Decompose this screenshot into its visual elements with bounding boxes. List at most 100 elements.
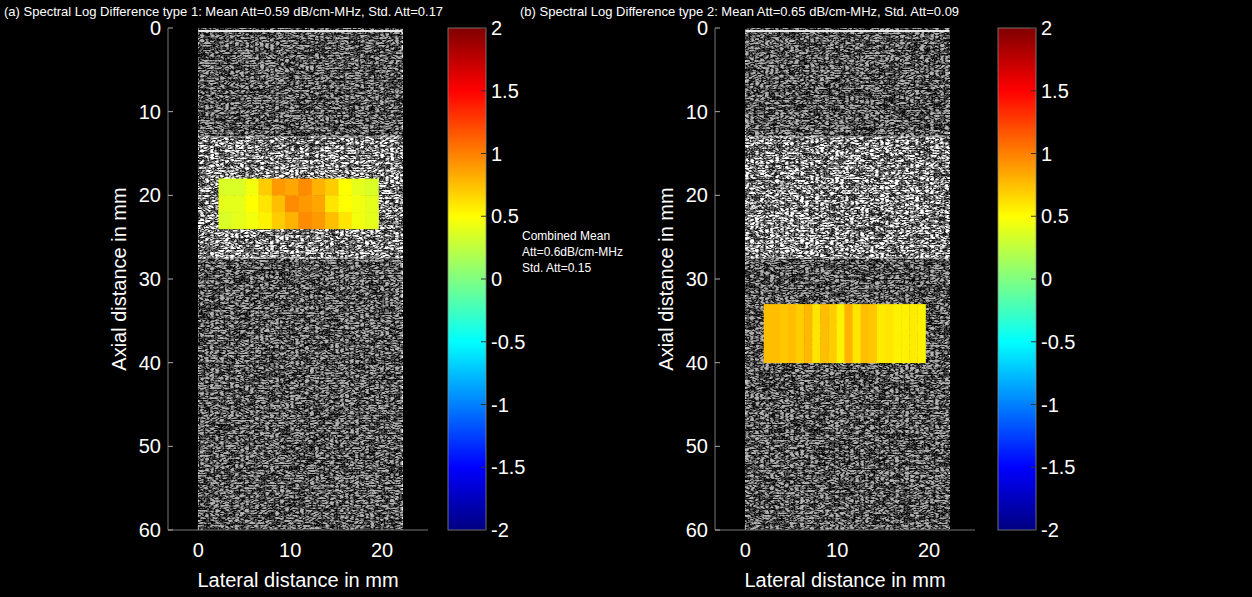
annotation: Std. Att=0.15 — [522, 261, 591, 275]
heatmap-cell — [245, 212, 259, 229]
y-tick — [168, 279, 173, 280]
panel-title: (b) Spectral Log Difference type 2: Mean… — [520, 4, 959, 19]
heatmap-cell — [772, 304, 780, 363]
colorbar-tick — [481, 279, 486, 280]
heatmap-cell — [285, 212, 299, 229]
x-tick-label: 10 — [826, 539, 848, 561]
heatmap-cell — [232, 179, 246, 196]
heatmap-cell — [828, 304, 836, 363]
x-tick — [382, 525, 383, 530]
annotation: Att=0.6dB/cm-MHz — [522, 245, 623, 259]
bmode-layer-bottom — [745, 258, 949, 530]
heatmap-cell — [338, 212, 352, 229]
heatmap-cell — [917, 304, 925, 363]
y-tick — [715, 279, 720, 280]
colorbar-tick-label: -0.5 — [1041, 331, 1075, 353]
heatmap-cell — [338, 179, 352, 196]
heatmap-cell — [901, 304, 909, 363]
colorbar-tick — [1031, 216, 1036, 217]
panel-title: (a) Spectral Log Difference type 1: Mean… — [4, 4, 443, 19]
heatmap-cell — [764, 304, 772, 363]
bmode-boundary — [745, 257, 949, 259]
heatmap-cell — [258, 212, 272, 229]
bmode-image — [745, 28, 949, 530]
colorbar-tick — [481, 404, 486, 405]
x-tick-label: 10 — [279, 539, 301, 561]
x-axis-line — [168, 530, 428, 531]
bmode-boundary — [745, 136, 949, 138]
colorbar-tick-label: 1.5 — [1041, 80, 1069, 102]
colorbar-tick — [1031, 28, 1036, 29]
heatmap-cell — [820, 304, 828, 363]
heatmap-cell — [861, 304, 869, 363]
plot-background — [715, 28, 975, 530]
bmode-inclusion — [198, 137, 402, 258]
heatmap-cell — [219, 195, 233, 212]
y-tick-label: 0 — [150, 17, 161, 39]
x-tick-label: 20 — [371, 539, 393, 561]
heatmap-cell — [272, 212, 286, 229]
heatmap-cell — [298, 179, 312, 196]
heatmap-cell — [352, 195, 366, 212]
heatmap-cell — [219, 179, 233, 196]
y-tick — [168, 28, 173, 29]
heatmap-cell — [352, 212, 366, 229]
y-tick-label: 40 — [686, 352, 708, 374]
colorbar-tick-label: 2 — [491, 17, 502, 39]
plot-area — [715, 28, 975, 530]
y-tick-label: 50 — [686, 435, 708, 457]
y-tick — [715, 530, 720, 531]
heatmap-cell — [885, 304, 893, 363]
y-tick — [168, 362, 173, 363]
x-tick — [745, 525, 746, 530]
annotation: Combined Mean — [522, 229, 610, 243]
y-tick-label: 20 — [139, 184, 161, 206]
bmode-boundary — [198, 257, 402, 259]
heatmap-cell — [788, 304, 796, 363]
heatmap-cell — [780, 304, 788, 363]
colorbar-tick — [1031, 467, 1036, 468]
colorbar-tick — [481, 216, 486, 217]
heatmap-cell — [365, 195, 379, 212]
bmode-layer-bottom — [198, 258, 402, 530]
y-tick-label: 20 — [686, 184, 708, 206]
colorbar-tick-label: -2 — [1041, 519, 1059, 541]
x-tick — [929, 525, 930, 530]
colorbar-tick — [1031, 404, 1036, 405]
y-tick-label: 10 — [686, 101, 708, 123]
heatmap-cell — [365, 179, 379, 196]
heatmap-cell — [245, 179, 259, 196]
heatmap-cell — [325, 212, 339, 229]
heatmap-cell — [232, 212, 246, 229]
heatmap-cell — [836, 304, 844, 363]
x-axis-title: Lateral distance in mm — [744, 569, 945, 591]
heatmap-cell — [272, 195, 286, 212]
bmode-speckle — [198, 28, 402, 530]
colorbar-tick-label: 1 — [1041, 143, 1052, 165]
y-tick — [715, 362, 720, 363]
colorbar-tick-label: 1.5 — [491, 80, 519, 102]
heatmap-cell — [258, 179, 272, 196]
colorbar-tick-label: 0.5 — [1041, 205, 1069, 227]
y-tick — [715, 195, 720, 196]
colorbar-tick — [1031, 90, 1036, 91]
y-tick — [168, 195, 173, 196]
heatmap-cell — [338, 195, 352, 212]
colorbar-tick-label: -1 — [491, 394, 509, 416]
heatmap-cell — [325, 195, 339, 212]
heatmap-cell — [325, 179, 339, 196]
y-tick-label: 30 — [139, 268, 161, 290]
heatmap-cell — [909, 304, 917, 363]
heatmap-cell — [285, 179, 299, 196]
bmode-layer-top — [198, 28, 402, 137]
bmode-image — [198, 28, 402, 530]
heatmap-cell — [869, 304, 877, 363]
plot-background — [168, 28, 428, 530]
heatmap-cell — [245, 195, 259, 212]
heatmap-cell — [312, 179, 326, 196]
colorbar-tick-label: 0.5 — [491, 205, 519, 227]
heatmap-cell — [219, 212, 233, 229]
bmode-speckle — [745, 28, 949, 530]
colorbar — [448, 28, 486, 530]
colorbar-tick — [1031, 341, 1036, 342]
